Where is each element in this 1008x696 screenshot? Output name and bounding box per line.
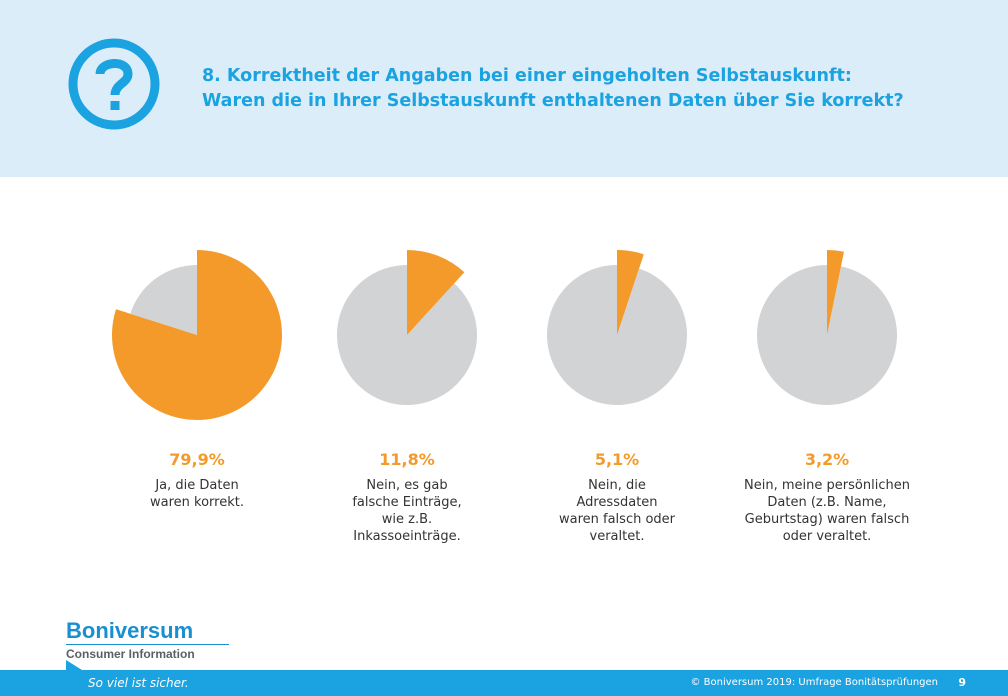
pie-remainder-slice (546, 265, 687, 405)
desc-line: Adressdaten (576, 495, 658, 510)
question-mark-icon (68, 38, 160, 130)
pie-description: Ja, die Daten waren korrekt. (97, 477, 297, 511)
pie-remainder-slice (336, 265, 477, 405)
page-title: 8. Korrektheit der Angaben bei einer ein… (202, 66, 852, 86)
footer-bar (0, 670, 1008, 696)
desc-line: wie z.B. (381, 512, 433, 527)
page-number: 9 (958, 676, 966, 689)
header-banner: 8. Korrektheit der Angaben bei einer ein… (0, 0, 1008, 177)
page-subtitle: Waren die in Ihrer Selbstauskunft enthal… (202, 91, 904, 111)
footer-notch-shape (66, 660, 82, 672)
pie-label-3: 3,2% Nein, meine persönlichen Daten (z.B… (727, 450, 927, 545)
desc-line: Geburtstag) waren falsch (744, 512, 910, 527)
desc-line: falsche Einträge, (352, 495, 462, 510)
pie-description: Nein, die Adressdaten waren falsch oder … (517, 477, 717, 545)
desc-line: Nein, es gab (366, 478, 448, 493)
pie-value-label: 11,8% (379, 450, 435, 469)
pie-description: Nein, meine persönlichen Daten (z.B. Nam… (727, 477, 927, 545)
pie-label-1: 11,8% Nein, es gab falsche Einträge, wie… (307, 450, 507, 545)
brand-name: Boniversum (66, 618, 194, 643)
pie-label-2: 5,1% Nein, die Adressdaten waren falsch … (517, 450, 717, 545)
desc-line: Daten (z.B. Name, (767, 495, 887, 510)
desc-line: veraltet. (589, 529, 645, 544)
boniversum-logo: Boniversum Consumer Information (66, 620, 229, 661)
brand-tagline: Consumer Information (66, 647, 195, 661)
desc-line: Nein, die (588, 478, 646, 493)
footer-copyright: © Boniversum 2019: Umfrage Bonitätsprüfu… (690, 677, 938, 688)
pie-description: Nein, es gab falsche Einträge, wie z.B. … (307, 477, 507, 545)
pie-value-label: 79,9% (169, 450, 225, 469)
pie-remainder-slice (756, 265, 897, 405)
desc-line: waren falsch oder (558, 512, 676, 527)
pie-value-label: 3,2% (804, 450, 850, 469)
desc-line: Inkassoeinträge. (353, 529, 461, 544)
pie-value-slice (112, 250, 282, 420)
desc-line: Nein, meine persönlichen (744, 478, 910, 493)
desc-line: oder veraltet. (782, 529, 872, 544)
pie-charts (112, 250, 897, 420)
pie-remainder-slice (130, 265, 197, 335)
pie-value-label: 5,1% (594, 450, 640, 469)
brand-divider (66, 644, 229, 645)
pie-value-slice (827, 250, 844, 335)
desc-line: Ja, die Daten (155, 478, 239, 493)
pie-label-0: 79,9% Ja, die Daten waren korrekt. (97, 450, 297, 511)
pie-value-slice (407, 250, 465, 335)
footer-slogan: So viel ist sicher. (88, 676, 189, 690)
desc-line: waren korrekt. (150, 495, 244, 510)
pie-value-slice (617, 250, 644, 335)
